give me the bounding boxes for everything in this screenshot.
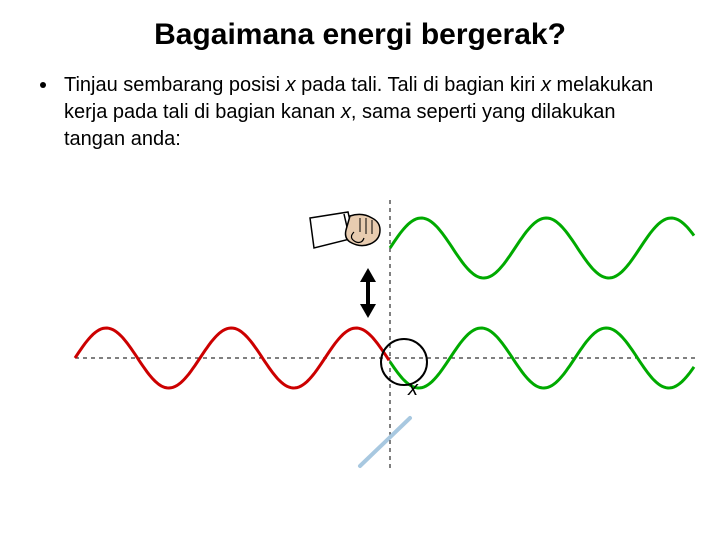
bullet-block: Tinjau sembarang posisi x pada tali. Tal… — [0, 52, 720, 153]
bullet-text: Tinjau sembarang posisi x pada tali. Tal… — [64, 72, 660, 153]
page-title: Bagaimana energi bergerak? — [0, 0, 720, 52]
hand-icon — [310, 212, 380, 248]
bullet-dot-icon — [40, 82, 46, 88]
wave-diagram: x — [0, 200, 720, 520]
x-position-label: x — [408, 378, 418, 401]
wave-diagram-svg — [0, 200, 720, 520]
